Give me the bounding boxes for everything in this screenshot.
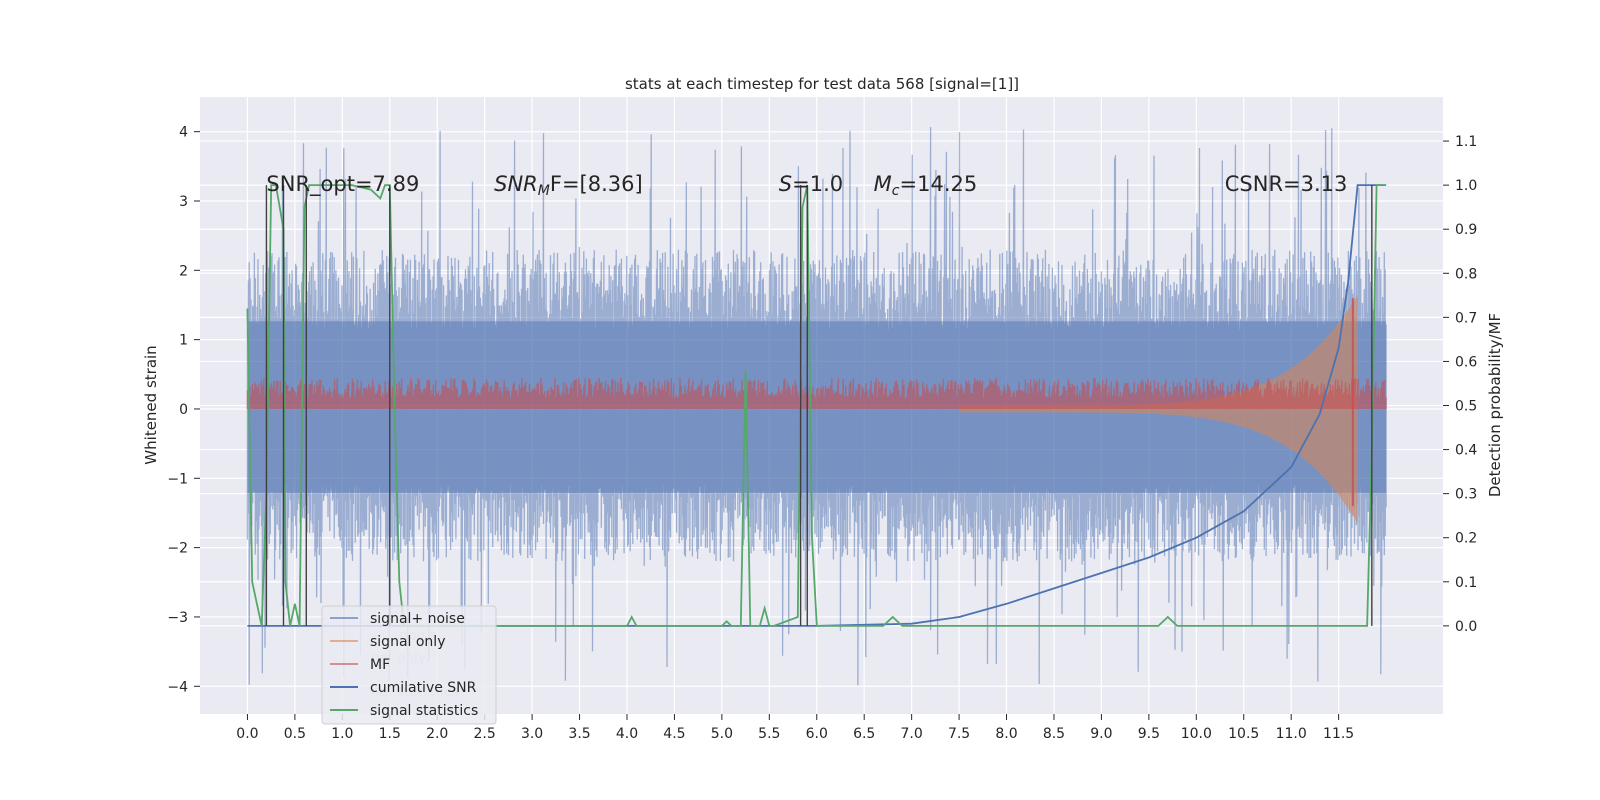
y-right-tick-label: 0.0 (1455, 619, 1477, 635)
legend-label: MF (370, 657, 390, 673)
legend-item: cumilative SNR (330, 680, 477, 696)
y-right-tick-label: 1.1 (1455, 134, 1477, 150)
y-right-tick-label: 0.6 (1455, 354, 1477, 370)
x-tick-label: 5.5 (758, 726, 780, 742)
x-tick-label: 8.5 (1043, 726, 1065, 742)
x-tick-label: 3.0 (521, 726, 543, 742)
x-tick-label: 8.0 (995, 726, 1017, 742)
y-left-tick-label: 0 (179, 402, 188, 418)
legend: signal+ noise signal only MF cumilative SNR… (321, 605, 497, 725)
legend-item: signal statistics (330, 703, 478, 719)
y-right-tick-label: 0.7 (1455, 310, 1477, 326)
annotation: CSNR=3.13 (1225, 172, 1348, 196)
annotation: S=1.0 (779, 172, 843, 196)
x-tick-label: 5.0 (711, 726, 733, 742)
y-right-tick-label: 0.9 (1455, 222, 1477, 238)
mf-trace (246, 377, 1387, 410)
y-right-tick-label: 0.5 (1455, 399, 1477, 415)
y-right-tick-label: 0.2 (1455, 531, 1477, 547)
y-right-tick-label: 0.1 (1455, 575, 1477, 591)
legend-item: signal only (330, 634, 445, 650)
x-tick-label: 0.0 (236, 726, 258, 742)
legend-box (321, 605, 497, 725)
legend-label: cumilative SNR (370, 680, 477, 696)
series-layer (246, 126, 1387, 686)
x-tick-label: 4.5 (663, 726, 685, 742)
x-tick-label: 1.5 (379, 726, 401, 742)
chart-title: stats at each timestep for test data 568… (625, 75, 1019, 93)
x-tick-label: 7.0 (901, 726, 923, 742)
line-signal-statistics (246, 184, 1387, 627)
x-tick-label: 4.0 (616, 726, 638, 742)
y-left-tick-label: −4 (167, 679, 188, 695)
x-tick-label: 6.5 (853, 726, 875, 742)
x-tick-label: 7.5 (948, 726, 970, 742)
x-tick-label: 9.5 (1138, 726, 1160, 742)
x-tick-label: 10.5 (1228, 726, 1259, 742)
y-right-tick-label: 1.0 (1455, 178, 1477, 194)
y-left-tick-label: 4 (179, 125, 188, 141)
y-left-tick-label: −3 (167, 610, 188, 626)
x-tick-label: 9.0 (1090, 726, 1112, 742)
x-tick-label: 11.5 (1323, 726, 1354, 742)
y-left-tick-label: 3 (179, 194, 188, 210)
x-tick-label: 3.5 (568, 726, 590, 742)
legend-item: signal+ noise (330, 611, 465, 627)
y-axis-left-label: Whitened strain (142, 345, 160, 464)
legend-label: signal only (370, 634, 445, 650)
annotation: SNR_opt=7.89 (266, 172, 419, 197)
series-mf (246, 298, 1387, 507)
x-tick-label: 11.0 (1276, 726, 1307, 742)
annotations: SNR_opt=7.89 SNRMF=[8.36] S=1.0 Mc=14.25 CSN… (266, 172, 1347, 199)
x-tick-label: 1.0 (331, 726, 353, 742)
y-right-tick-label: 0.4 (1455, 443, 1477, 459)
annotation: Mc=14.25 (874, 172, 978, 199)
x-tick-label: 2.0 (426, 726, 448, 742)
x-tick-label: 10.0 (1181, 726, 1212, 742)
legend-item: MF (330, 657, 390, 673)
y-left-tick-label: 1 (179, 333, 188, 349)
y-left-tick-label: 2 (179, 263, 188, 279)
y-axis-left: 4 3 2 1 0 −1 −2 −3 −4 (167, 125, 200, 695)
x-tick-label: 0.5 (284, 726, 306, 742)
y-left-tick-label: −1 (167, 471, 188, 487)
legend-label: signal statistics (370, 703, 478, 719)
y-right-tick-label: 0.8 (1455, 266, 1477, 282)
y-right-tick-label: 0.3 (1455, 487, 1477, 503)
y-left-tick-label: −2 (167, 541, 188, 557)
annotation: SNRMF=[8.36] (494, 172, 643, 199)
x-tick-label: 2.5 (474, 726, 496, 742)
x-tick-label: 6.0 (806, 726, 828, 742)
legend-label: signal+ noise (370, 611, 465, 627)
y-axis-right: 1.1 1.0 0.9 0.8 0.7 0.6 0.5 0.4 0.3 0.2 0.1 0.0 (1443, 134, 1477, 635)
series-signal-statistics (246, 184, 1387, 627)
x-axis: 0.0 0.5 1.0 1.5 2.0 2.5 3.0 3.5 4.0 4.5 5.0 5.5 6.0 6… (236, 714, 1354, 742)
marker-lines (265, 185, 1373, 626)
y-axis-right-label: Detection probability/MF (1486, 313, 1504, 497)
